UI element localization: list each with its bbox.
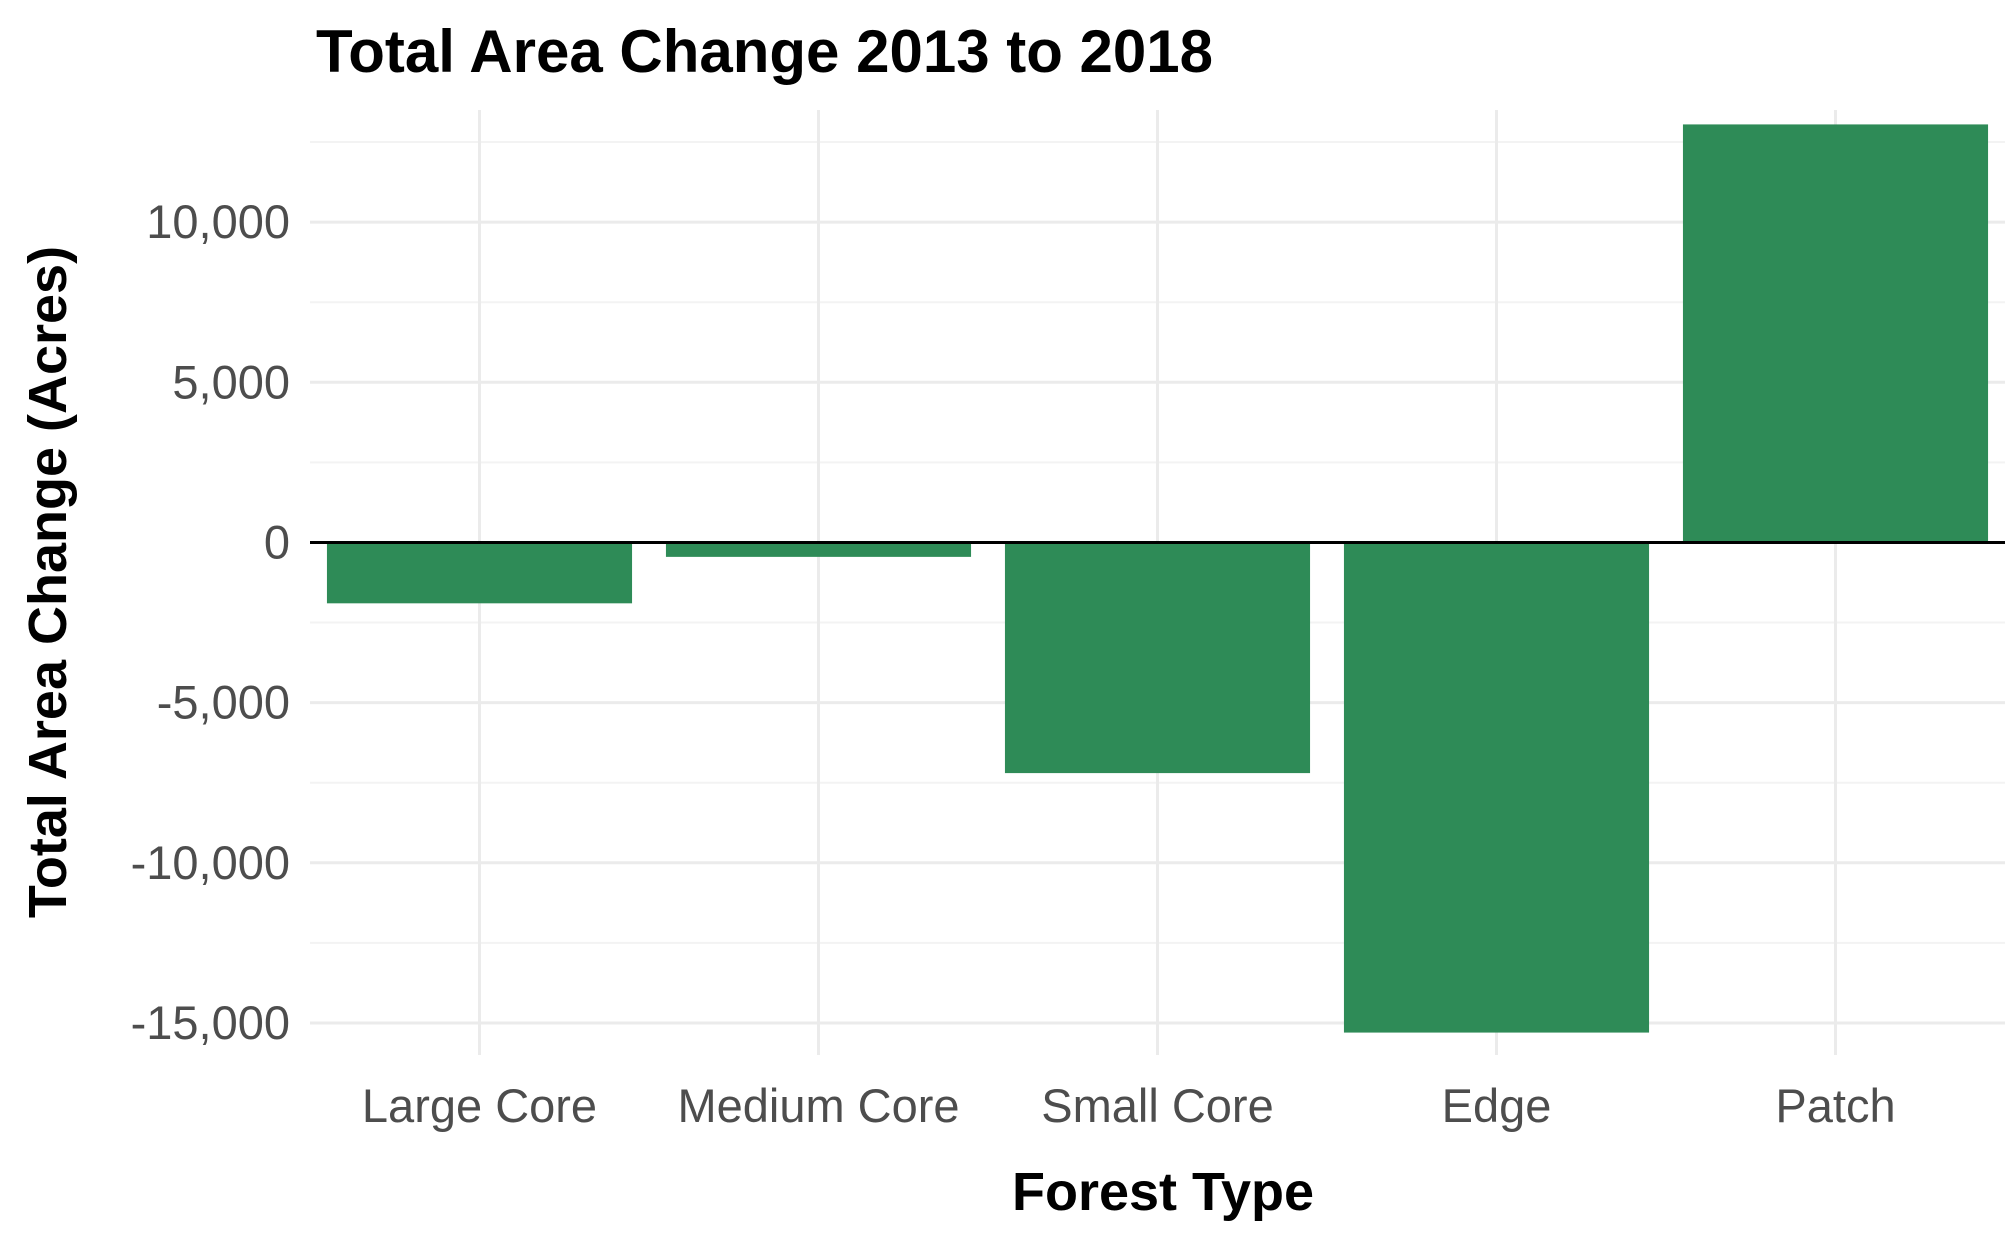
- y-tick-label: 5,000: [172, 355, 290, 408]
- y-tick-label: -10,000: [131, 836, 290, 889]
- y-tick-label: 0: [264, 515, 290, 568]
- y-axis-title: Total Area Change (Acres): [18, 246, 78, 918]
- chart-title: Total Area Change 2013 to 2018: [316, 18, 1213, 85]
- y-tick-label: 10,000: [146, 195, 290, 248]
- x-tick-label: Patch: [1775, 1079, 1895, 1132]
- x-tick-label: Large Core: [362, 1079, 597, 1132]
- bars-layer: [326, 124, 1989, 1033]
- bar-patch: [1682, 124, 1989, 543]
- x-axis-title: Forest Type: [1012, 1162, 1314, 1222]
- x-tick-label: Small Core: [1041, 1079, 1273, 1132]
- x-tick-label: Medium Core: [677, 1079, 959, 1132]
- bar-large-core: [326, 542, 633, 604]
- bar-edge: [1343, 542, 1650, 1033]
- y-tick-labels: 10,000 5,000 0 -5,000 -10,000 -15,000: [131, 195, 290, 1049]
- bar-medium-core: [665, 542, 972, 557]
- x-tick-labels: Large Core Medium Core Small Core Edge Patch: [362, 1079, 1896, 1132]
- x-tick-label: Edge: [1442, 1079, 1552, 1132]
- y-tick-label: -15,000: [131, 996, 290, 1049]
- bar-small-core: [1004, 542, 1311, 774]
- y-tick-label: -5,000: [157, 676, 290, 729]
